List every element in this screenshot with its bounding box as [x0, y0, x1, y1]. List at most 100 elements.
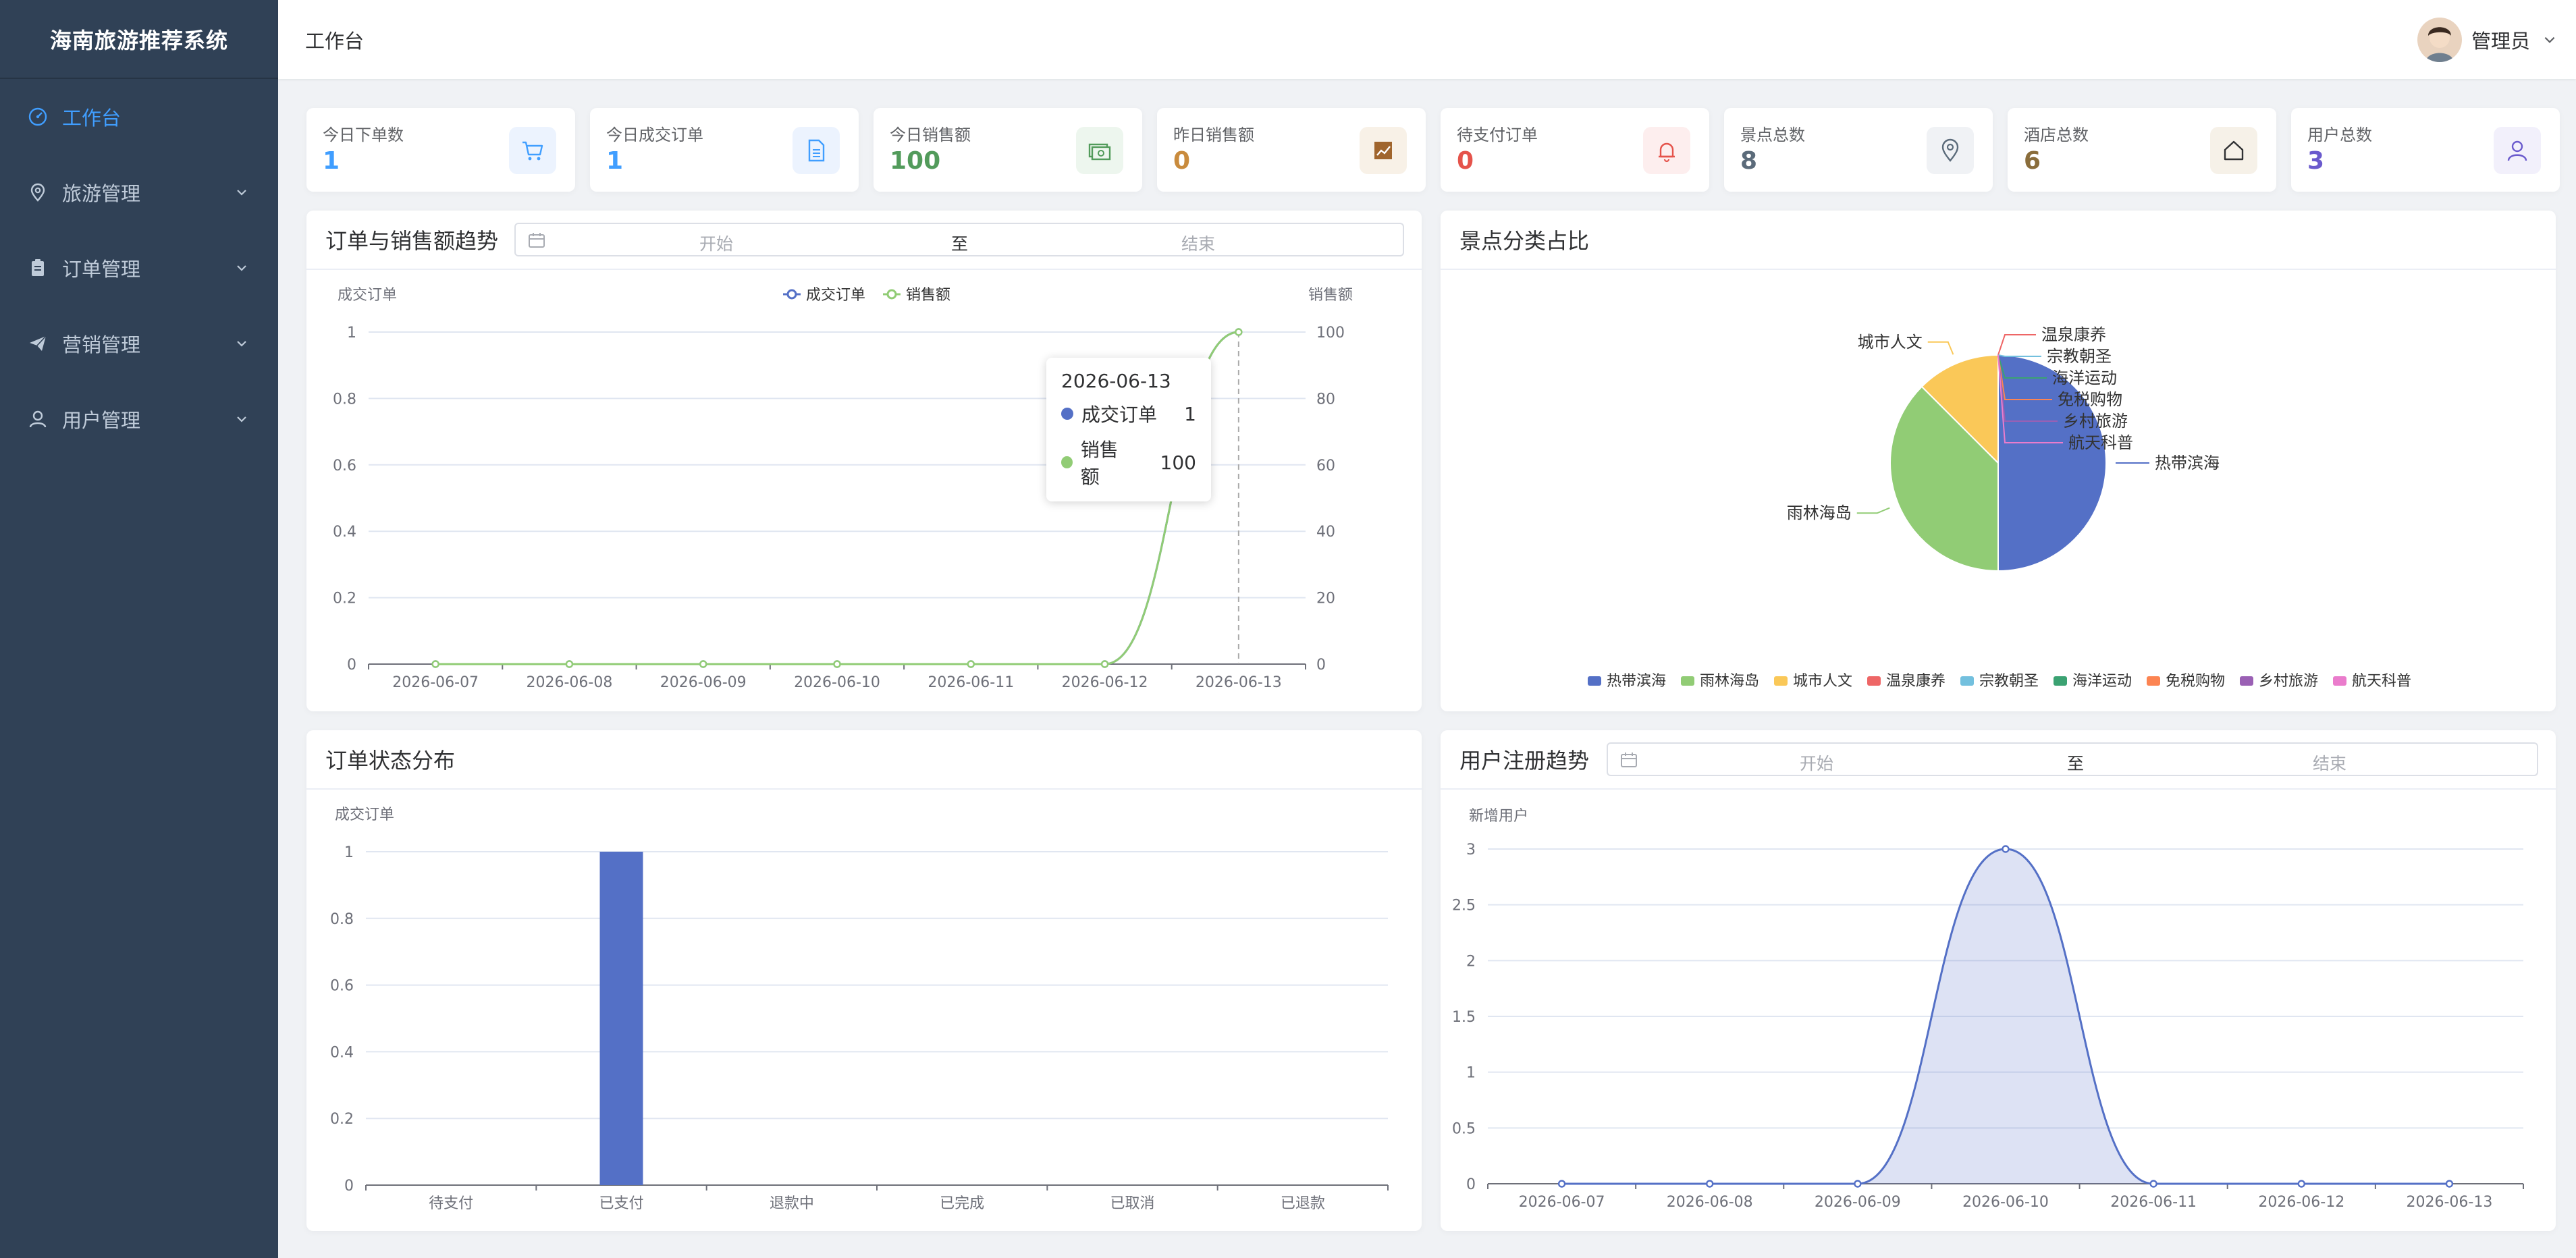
y-tick-label: 1 — [344, 844, 354, 861]
sidebar-item-marketing[interactable]: 营销管理 — [0, 306, 278, 381]
y-tick-left: 0.2 — [333, 591, 356, 607]
sidebar: 海南旅游推荐系统 工作台 旅游管理 订单管理 营销管理 — [0, 0, 278, 1258]
y-tick-label: 0.4 — [330, 1044, 354, 1061]
chevron-down-icon — [237, 265, 246, 271]
x-tick-label: 2026-06-09 — [1815, 1194, 1901, 1211]
chevron-down-icon — [237, 190, 246, 196]
date-range-picker[interactable]: 开始 至 结束 — [514, 223, 1404, 256]
pie-label: 热带滨海 — [2155, 454, 2220, 472]
data-point — [565, 660, 574, 668]
stat-label: 待支付订单 — [1457, 126, 1538, 144]
legend-label: 城市人文 — [1793, 673, 1852, 690]
pie-slice-热带滨海 — [1997, 354, 2107, 572]
y-tick-label: 3 — [1466, 842, 1476, 858]
range-start-input[interactable]: 开始 — [1800, 754, 1834, 773]
stat-card-today-sales: 今日销售额 100 — [874, 108, 1142, 192]
pie-leader-line — [1997, 354, 2052, 400]
x-tick-label: 已取消 — [1110, 1195, 1154, 1212]
y-tick-right: 80 — [1316, 391, 1335, 408]
y-tick-label: 2.5 — [1452, 898, 1476, 914]
panel-header: 订单状态分布 — [306, 730, 1422, 790]
y-tick-label: 0.6 — [330, 978, 354, 995]
legend-label: 乡村旅游 — [2259, 673, 2318, 690]
stat-card-hotel-total: 酒店总数 6 — [2008, 108, 2276, 192]
bar-已支付 — [599, 852, 643, 1185]
data-point — [2002, 845, 2010, 853]
pie-label: 航天科普 — [2068, 433, 2133, 452]
stat-value: 8 — [1740, 147, 1758, 175]
cart-icon — [509, 127, 556, 174]
y-tick-label: 0 — [1466, 1176, 1476, 1193]
data-point — [699, 660, 707, 668]
series-dot — [1061, 456, 1073, 468]
series-dot — [1061, 408, 1073, 420]
x-tick-label: 2026-06-12 — [2258, 1194, 2344, 1211]
user-menu[interactable]: 管理员 — [2417, 18, 2557, 62]
pie-leader-line — [1997, 334, 2036, 356]
y-tick-label: 1 — [1466, 1065, 1476, 1082]
stat-label: 今日销售额 — [890, 126, 971, 144]
panel-header: 景点分类占比 — [1441, 211, 2556, 270]
x-tick-label: 2026-06-11 — [2110, 1194, 2197, 1211]
calendar-icon — [529, 233, 545, 248]
panel-orders-trend: 订单与销售额趋势 开始 至 结束 成交订单 销售额 0 0.2 0.4 0.6 0.8 1 0 2… — [306, 211, 1422, 711]
chart-tooltip: 2026-06-13 成交订单 1 销售额 100 — [1046, 358, 1211, 501]
data-point — [1235, 328, 1243, 336]
sidebar-item-label: 用户管理 — [62, 409, 141, 432]
sidebar-item-orders[interactable]: 订单管理 — [0, 230, 278, 306]
y-tick-label: 0.2 — [330, 1111, 354, 1128]
range-end-input[interactable]: 结束 — [2313, 754, 2347, 773]
y-tick-left: 0 — [347, 657, 356, 674]
sidebar-item-users[interactable]: 用户管理 — [0, 381, 278, 457]
stat-card-today-deals: 今日成交订单 1 — [590, 108, 859, 192]
pie-leader-line — [1856, 507, 1890, 514]
x-tick-label: 2026-06-08 — [526, 674, 612, 691]
pie-label: 免税购物 — [2058, 390, 2122, 409]
document-icon — [793, 127, 840, 174]
legend-marker — [886, 289, 897, 300]
sidebar-item-travel[interactable]: 旅游管理 — [0, 155, 278, 230]
stat-value: 1 — [606, 147, 624, 175]
user-icon — [27, 408, 49, 430]
data-point — [2149, 1180, 2157, 1188]
data-point — [1557, 1180, 1566, 1188]
y-tick-right: 40 — [1316, 524, 1335, 541]
range-separator: 至 — [951, 234, 969, 254]
panel-title: 订单状态分布 — [325, 748, 456, 773]
user-registration-area-chart: 新增用户 0 0.5 1 1.5 2 2.5 3 2026-06-07 2026-06-08 202… — [1452, 808, 2524, 1211]
house-icon — [2210, 127, 2257, 174]
range-start-input[interactable]: 开始 — [699, 234, 734, 254]
x-tick-label: 2026-06-11 — [928, 674, 1014, 691]
pie-slice-城市人文 — [1921, 354, 1999, 465]
y-tick-right: 60 — [1316, 458, 1335, 474]
tooltip-series-name: 成交订单 — [1081, 404, 1158, 426]
stat-card-pending-orders: 待支付订单 0 — [1441, 108, 1709, 192]
x-tick-label: 2026-06-12 — [1062, 674, 1148, 691]
legend-label: 海洋运动 — [2072, 673, 2132, 690]
sidebar-item-label: 订单管理 — [62, 258, 141, 281]
stat-value: 3 — [2307, 147, 2325, 175]
legend-label: 成交订单 — [806, 287, 865, 304]
y-axis-left-title: 成交订单 — [338, 287, 397, 304]
avatar[interactable] — [2417, 18, 2462, 62]
x-tick-label: 2026-06-07 — [1519, 1194, 1605, 1211]
y-tick-label: 1.5 — [1452, 1009, 1476, 1026]
tooltip-series-name: 销售额 — [1080, 439, 1119, 488]
legend-label: 航天科普 — [2352, 673, 2411, 690]
legend-swatch — [2147, 676, 2160, 686]
range-end-input[interactable]: 结束 — [1181, 234, 1216, 254]
dashboard-icon — [27, 106, 49, 128]
breadcrumb: 工作台 — [305, 29, 365, 53]
calendar-icon — [1621, 753, 1637, 767]
x-tick-label: 2026-06-07 — [392, 674, 479, 691]
panel-title: 景点分类占比 — [1459, 228, 1590, 254]
legend-swatch — [1960, 676, 1974, 686]
legend-swatch — [2054, 676, 2067, 686]
legend-label: 宗教朝圣 — [1979, 673, 2039, 690]
sidebar-item-dashboard[interactable]: 工作台 — [0, 79, 278, 155]
chevron-down-icon — [237, 341, 246, 347]
date-range-picker[interactable]: 开始 至 结束 — [1607, 742, 2538, 776]
data-point — [431, 660, 439, 668]
x-tick-label: 2026-06-10 — [794, 674, 880, 691]
